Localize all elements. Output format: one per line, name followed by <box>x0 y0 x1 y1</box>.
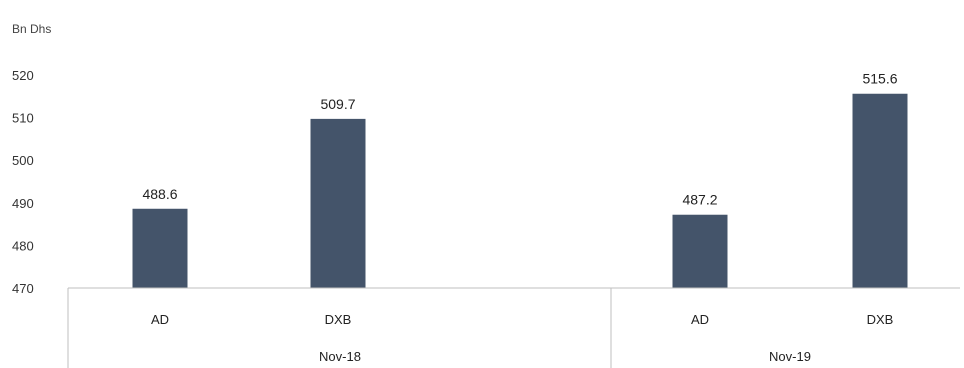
x-category-label: DXB <box>867 312 894 327</box>
y-unit-label: Bn Dhs <box>12 22 51 36</box>
y-tick-label: 500 <box>12 153 34 168</box>
bar <box>132 208 188 288</box>
y-tick-label: 490 <box>12 196 34 211</box>
x-group-label: Nov-18 <box>319 349 361 364</box>
bar <box>852 93 908 288</box>
x-category-label: DXB <box>325 312 352 327</box>
bar-value-label: 509.7 <box>320 96 355 112</box>
category-labels: AD DXB AD DXB <box>151 312 893 327</box>
y-tick-label: 470 <box>12 281 34 296</box>
y-tick-label: 520 <box>12 68 34 83</box>
x-group-label: Nov-19 <box>769 349 811 364</box>
x-category-label: AD <box>691 312 709 327</box>
bar-value-label: 488.6 <box>142 186 177 202</box>
y-axis-ticks: 470 480 490 500 510 520 <box>12 68 34 296</box>
bar <box>672 214 728 288</box>
group-labels: Nov-18 Nov-19 <box>319 349 811 364</box>
x-category-label: AD <box>151 312 169 327</box>
y-tick-label: 510 <box>12 111 34 126</box>
axes <box>67 287 960 368</box>
bar-value-label: 515.6 <box>862 71 897 87</box>
bar <box>310 118 366 289</box>
y-tick-label: 480 <box>12 238 34 253</box>
data-labels: 488.6 509.7 487.2 515.6 <box>142 71 897 208</box>
bars <box>132 93 908 289</box>
bar-value-label: 487.2 <box>682 192 717 208</box>
